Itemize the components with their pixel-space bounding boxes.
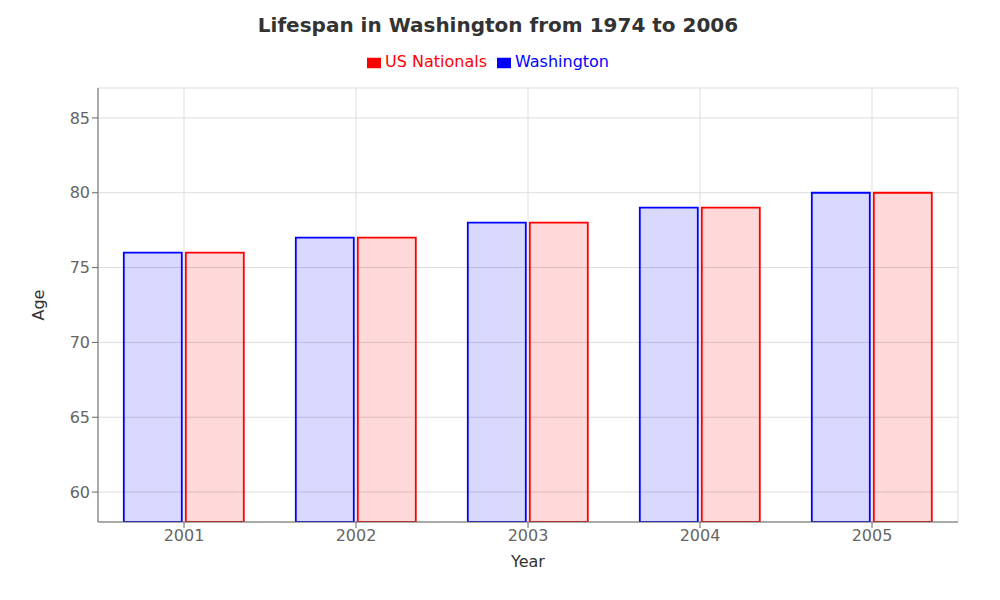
- html-text:US Nationals: US Nationals: [385, 52, 487, 71]
- html-text:Washington: Washington: [515, 52, 609, 71]
- svg-text:75: 75: [70, 258, 90, 277]
- svg-text:2004: 2004: [680, 526, 721, 545]
- svg-text:2005: 2005: [852, 526, 893, 545]
- html-text:Lifespan in Washington from 19: Lifespan in Washington from 1974 to 2006: [257, 13, 739, 37]
- svg-text:Year: Year: [510, 552, 545, 571]
- svg-text:60: 60: [70, 483, 90, 502]
- svg-text:65: 65: [70, 408, 90, 427]
- svg-text:2001: 2001: [164, 526, 205, 545]
- svg-text:2003: 2003: [508, 526, 549, 545]
- svg-text:Age: Age: [29, 290, 48, 321]
- svg-text:2002: 2002: [336, 526, 377, 545]
- svg-text:85: 85: [70, 109, 90, 128]
- svg-text:70: 70: [70, 333, 90, 352]
- svg-text:80: 80: [70, 183, 90, 202]
